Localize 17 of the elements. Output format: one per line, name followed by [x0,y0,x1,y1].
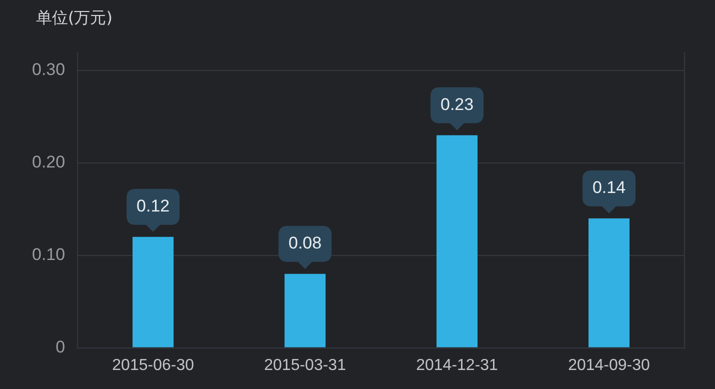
data-label: 0.08 [288,234,322,253]
data-label: 0.14 [592,178,626,198]
x-tick-label: 2015-03-31 [264,356,346,374]
data-label: 0.23 [440,94,474,114]
bar [436,135,478,348]
y-axis-title: 单位(万元) [36,8,112,29]
y-tick-label: 0.30 [32,60,66,80]
data-label: 0.12 [136,196,170,216]
y-tick-label: 0 [56,337,66,356]
y-tick-label: 0.20 [32,152,66,172]
x-tick-label: 2014-12-31 [416,356,498,374]
bar [588,218,630,348]
y-tick-label: 0.10 [32,245,66,264]
bar [284,274,326,348]
x-tick-label: 2015-06-30 [112,356,194,374]
bar [132,236,174,348]
x-tick-label: 2014-09-30 [568,356,650,374]
